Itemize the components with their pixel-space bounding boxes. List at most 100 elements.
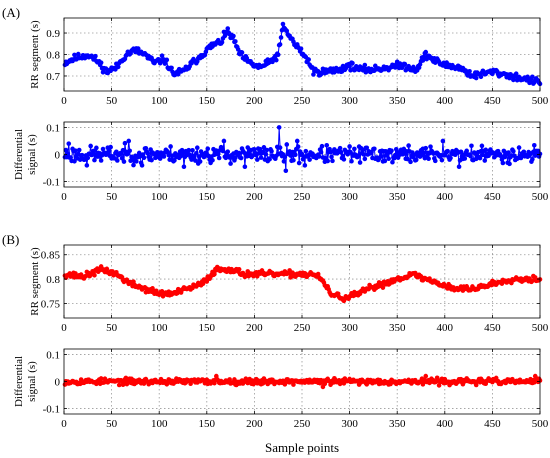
data-point: [413, 157, 419, 163]
data-point: [164, 57, 170, 63]
x-tick-label: 0: [61, 418, 67, 430]
data-point: [122, 140, 128, 146]
data-point: [269, 148, 274, 154]
x-tick-label: 350: [389, 191, 406, 203]
data-point: [98, 60, 104, 65]
data-point: [145, 150, 151, 156]
data-point: [432, 158, 438, 164]
data-point: [478, 74, 484, 80]
data-point: [100, 69, 106, 75]
data-point: [531, 142, 537, 148]
data-point: [134, 159, 139, 164]
y-tick-label: 0.1: [46, 122, 60, 134]
data-point: [507, 161, 512, 167]
data-point: [423, 145, 429, 151]
x-tick-label: 200: [246, 322, 263, 334]
y-axis-label: Differential: [13, 356, 25, 407]
data-point: [298, 46, 304, 52]
data-point: [482, 158, 488, 163]
data-point: [295, 144, 301, 149]
data-point: [318, 149, 324, 155]
data-point: [421, 150, 427, 156]
data-point: [227, 377, 232, 382]
data-point: [445, 148, 450, 154]
chart-B2: 0 50 100 150 200 250 300 350 400 450 500-0.100.1Di…: [13, 348, 549, 430]
y-axis-label: RR segment (s): [29, 247, 41, 316]
data-point: [423, 373, 429, 379]
series-markers: [62, 125, 543, 174]
data-point: [75, 51, 81, 57]
x-tick-label: 150: [199, 191, 216, 203]
x-tick-label: 300: [341, 95, 358, 107]
data-point: [316, 154, 322, 159]
x-tick-label: 450: [484, 95, 501, 107]
data-point: [315, 69, 321, 74]
x-tick-label: 50: [106, 191, 118, 203]
x-tick-label: 450: [484, 191, 501, 203]
data-point: [500, 160, 506, 166]
data-point: [511, 77, 516, 83]
data-point: [73, 148, 78, 153]
data-point: [108, 144, 113, 150]
data-point: [513, 71, 519, 77]
data-point: [479, 143, 485, 149]
data-point: [350, 60, 355, 66]
x-axis-label: Sample points: [265, 440, 339, 455]
data-point: [275, 52, 281, 58]
data-point: [284, 28, 290, 34]
data-point: [98, 158, 104, 163]
x-tick-label: 250: [294, 418, 311, 430]
x-tick-label: 500: [532, 418, 549, 430]
data-point: [233, 39, 238, 44]
data-point: [341, 157, 347, 162]
data-point: [280, 21, 286, 27]
data-point: [225, 149, 231, 154]
x-tick-label: 350: [389, 322, 406, 334]
data-point: [406, 143, 411, 148]
y-tick-label: -0.1: [43, 177, 60, 189]
data-point: [231, 33, 236, 39]
data-point: [121, 159, 127, 164]
y-axis-label: Differential: [13, 129, 25, 180]
data-point: [456, 164, 462, 169]
data-point: [204, 279, 210, 284]
data-point: [216, 155, 222, 161]
x-tick-label: 350: [389, 418, 406, 430]
data-point: [94, 145, 99, 151]
data-point: [235, 47, 241, 52]
data-point: [233, 155, 238, 161]
data-point: [238, 155, 244, 161]
y-tick-label: 0: [55, 377, 61, 389]
series-markers: [62, 373, 543, 390]
data-point: [85, 155, 91, 161]
data-point: [530, 156, 535, 162]
x-tick-label: 200: [246, 95, 263, 107]
data-point: [306, 57, 311, 62]
x-tick-label: 0: [61, 95, 67, 107]
data-point: [76, 147, 82, 153]
data-point: [116, 382, 122, 388]
data-point: [210, 157, 215, 163]
data-point: [378, 154, 384, 159]
data-point: [282, 154, 288, 160]
x-tick-label: 300: [341, 191, 358, 203]
data-point: [91, 148, 96, 154]
data-point: [347, 144, 352, 149]
x-tick-label: 150: [199, 95, 216, 107]
data-point: [288, 153, 293, 158]
data-point: [293, 152, 298, 158]
data-point: [340, 153, 346, 159]
data-point: [72, 158, 77, 164]
y-axis-label: signal (s): [26, 361, 38, 402]
y-tick-label: 0.75: [41, 298, 61, 310]
x-tick-label: 300: [341, 418, 358, 430]
data-point: [190, 148, 195, 153]
series-markers: [62, 264, 543, 304]
data-point: [92, 157, 97, 163]
data-point: [511, 148, 516, 154]
data-point: [462, 156, 468, 161]
data-point: [274, 57, 279, 63]
x-tick-label: 50: [106, 322, 118, 334]
data-point: [278, 35, 284, 40]
